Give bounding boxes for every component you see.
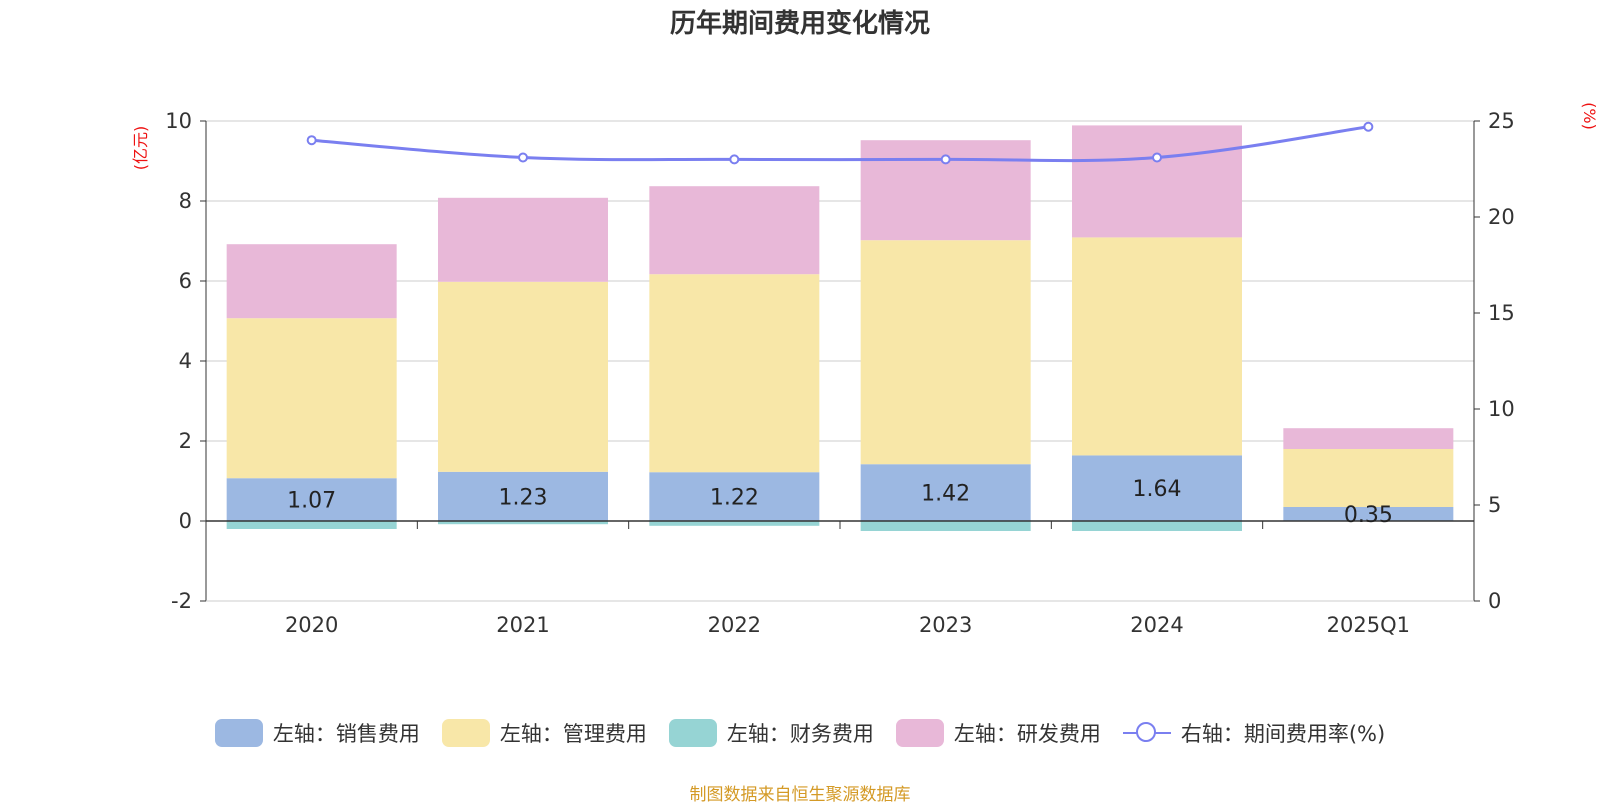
bar-segment [438, 281, 608, 472]
legend-swatch [441, 719, 490, 747]
left-tick-label: 6 [179, 269, 192, 293]
line-point [1152, 152, 1162, 163]
bar-segment [438, 197, 608, 282]
bar-segment [1283, 449, 1454, 507]
bar-segment [1283, 507, 1454, 521]
data-label: 1.07 [287, 489, 336, 514]
left-tick-label: -2 [171, 589, 192, 613]
right-tick-label: 5 [1488, 493, 1501, 517]
right-tick-label: 10 [1488, 397, 1515, 421]
legend-item[interactable]: 左轴：管理费用 [441, 718, 647, 748]
bar-segment [1283, 428, 1454, 449]
line-point [518, 152, 528, 163]
data-label: 1.23 [499, 485, 548, 510]
legend-label: 左轴：销售费用 [272, 722, 420, 746]
legend-item[interactable]: 左轴：财务费用 [668, 718, 874, 748]
bar-segment [226, 318, 397, 479]
bar-segment [860, 240, 1031, 465]
x-tick-label: 2021 [496, 613, 549, 637]
bar-segment [649, 521, 820, 526]
line-point [1363, 121, 1374, 132]
bar-segment [226, 244, 397, 319]
legend-swatch [895, 719, 944, 747]
legend-label: 左轴：管理费用 [499, 722, 647, 746]
legend: 左轴：销售费用 左轴：管理费用 左轴：财务费用 左轴：研发费用 右轴：期间费用率(%) [0, 718, 1600, 748]
legend-label: 左轴：财务费用 [726, 722, 874, 746]
x-tick-label: 2024 [1130, 613, 1183, 637]
bar-segment [1072, 455, 1242, 521]
legend-swatch [214, 719, 263, 747]
data-label: 1.64 [1133, 477, 1182, 502]
source-note: 制图数据来自恒生聚源数据库 [689, 785, 911, 805]
expense-rate-line [311, 125, 1369, 163]
left-tick-label: 0 [179, 509, 192, 533]
bar-segment [860, 464, 1031, 521]
bar-segment [649, 472, 820, 521]
right-axis-unit: (%) [1580, 102, 1599, 130]
bar-segment [1072, 521, 1242, 531]
legend-label: 右轴：期间费用率(%) [1180, 722, 1386, 746]
bar-segment [438, 471, 608, 521]
right-tick-label: 25 [1488, 109, 1515, 133]
legend-swatch [668, 719, 717, 747]
legend-item[interactable]: 右轴：期间费用率(%) [1122, 718, 1386, 748]
right-tick-label: 0 [1488, 589, 1501, 613]
line-point [306, 135, 317, 146]
legend-item[interactable]: 左轴：销售费用 [214, 718, 420, 748]
x-tick-label: 2023 [919, 613, 972, 637]
right-tick-label: 20 [1488, 205, 1515, 229]
left-tick-label: 4 [179, 349, 192, 373]
left-axis-unit: (亿元) [131, 126, 150, 171]
bar-segment [226, 521, 397, 529]
line-point [729, 154, 740, 165]
x-tick-label: 2025Q1 [1327, 613, 1410, 637]
line-point [940, 154, 951, 165]
bar-segment [649, 186, 820, 275]
legend-swatch [1122, 719, 1171, 747]
x-tick-label: 2022 [708, 613, 761, 637]
chart-title: 历年期间费用变化情况 [670, 8, 930, 39]
left-tick-label: 2 [179, 429, 192, 453]
bar-segment [649, 274, 820, 473]
bar-segment [438, 521, 608, 525]
bar-segment [1072, 237, 1242, 456]
bar-segment [860, 521, 1031, 531]
data-label: 0.35 [1344, 503, 1393, 528]
legend-item[interactable]: 左轴：研发费用 [895, 718, 1101, 748]
left-tick-label: 8 [179, 189, 192, 213]
legend-label: 左轴：研发费用 [953, 722, 1101, 746]
bar-segment [226, 478, 397, 521]
data-label: 1.22 [710, 486, 759, 511]
data-label: 1.42 [921, 482, 970, 507]
bar-segment [1072, 125, 1242, 238]
x-tick-label: 2020 [285, 613, 338, 637]
right-tick-label: 15 [1488, 301, 1515, 325]
left-tick-label: 10 [165, 109, 192, 133]
